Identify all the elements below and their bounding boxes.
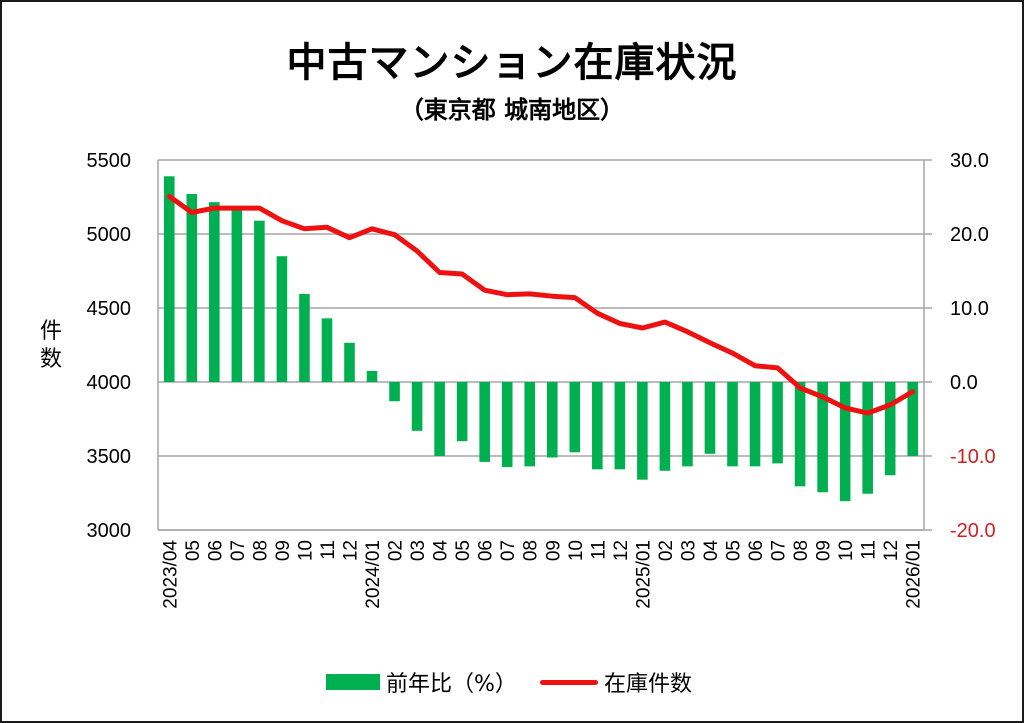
y-right-tick-labels: -20.0 -10.0 0.0 10.0 20.0 30.0 [950, 150, 996, 542]
bar [592, 382, 603, 470]
bar [186, 194, 198, 382]
bar [682, 382, 693, 467]
x-tick-label: 12 [881, 540, 902, 561]
bar [411, 382, 423, 431]
x-tick-label: 05 [453, 540, 474, 561]
bar [727, 382, 738, 467]
y-left-tick-label: 3500 [87, 446, 132, 468]
bar [817, 382, 828, 493]
bar [276, 256, 288, 382]
bar [524, 382, 536, 467]
legend-item-line: 在庫件数 [540, 666, 692, 698]
x-tick-label: 02 [656, 540, 677, 561]
bar [862, 382, 873, 494]
bar [569, 382, 581, 453]
y-left-tick-label: 3000 [87, 520, 132, 542]
y-right-tick-label: 20.0 [950, 224, 989, 246]
chart-title: 中古マンション在庫状況 [286, 40, 738, 86]
bar [546, 382, 558, 458]
x-tick-label: 11 [588, 540, 609, 560]
bar [749, 382, 761, 467]
bar [231, 210, 243, 382]
y-right-tick-label: 10.0 [950, 298, 989, 320]
x-tick-label: 08 [791, 540, 812, 561]
inventory-line [166, 193, 916, 416]
bar [704, 382, 716, 454]
x-tick-label: 02 [386, 540, 407, 561]
bar [434, 382, 445, 456]
x-tick-label: 10 [566, 540, 587, 561]
x-tick-labels: 2023/04 05 06 07 08 09 10 11 12 2024/01 02 03 04 05 06… [160, 540, 924, 609]
x-tick-label: 08 [250, 540, 271, 561]
bar [501, 382, 513, 468]
bar [344, 342, 355, 382]
legend-bar-swatch [326, 674, 380, 690]
x-tick-label: 04 [431, 540, 452, 562]
x-tick-label: 10 [295, 540, 316, 561]
bar [456, 382, 468, 442]
y-left-tick-label: 4000 [87, 372, 132, 394]
x-tick-label: 10 [836, 540, 857, 561]
y-axis-left-label: 件数 [39, 319, 62, 372]
x-tick-label: 05 [183, 540, 204, 561]
x-tick-label: 07 [769, 540, 790, 561]
x-tick-label: 07 [498, 540, 519, 561]
x-tick-label: 03 [678, 540, 699, 561]
y-left-tick-label: 4500 [87, 298, 132, 320]
bar [794, 382, 806, 487]
x-tick-label: 09 [273, 540, 294, 561]
x-tick-label: 05 [724, 540, 745, 561]
x-tick-label: 06 [205, 540, 226, 561]
bar [163, 176, 175, 382]
bar [637, 382, 648, 480]
x-tick-label: 2023/04 [160, 540, 181, 609]
y-left-tick-labels: 3000 3500 4000 4500 5000 5500 [87, 150, 132, 542]
bar [254, 220, 265, 382]
x-tick-label: 12 [341, 540, 362, 561]
x-tick-label: 08 [521, 540, 542, 561]
bar [389, 382, 400, 402]
legend-bar-label: 前年比（%） [386, 672, 517, 697]
bar [839, 382, 851, 502]
bar [479, 382, 490, 462]
bar [299, 293, 310, 382]
y-left-tick-label: 5500 [87, 150, 132, 172]
chart-subtitle: （東京都 城南地区） [399, 96, 625, 124]
line-series [166, 193, 916, 416]
x-tick-label: 2025/01 [633, 540, 654, 609]
bar [614, 382, 626, 470]
legend-item-bar: 前年比（%） [326, 666, 517, 698]
bar [659, 382, 671, 471]
bar [366, 370, 378, 382]
axes [157, 159, 932, 531]
bar-series [163, 176, 919, 502]
bar [209, 202, 220, 382]
y-right-tick-label: -20.0 [950, 520, 996, 542]
bar [772, 382, 783, 464]
bar [907, 382, 919, 456]
x-tick-label: 2024/01 [363, 540, 384, 609]
x-tick-label: 09 [543, 540, 564, 561]
x-tick-label: 07 [228, 540, 249, 561]
x-tick-label: 06 [476, 540, 497, 561]
x-tick-label: 06 [746, 540, 767, 561]
x-tick-label: 12 [611, 540, 632, 561]
y-right-tick-label: -10.0 [950, 446, 996, 468]
y-right-tick-label: 30.0 [950, 150, 989, 172]
bar [884, 382, 896, 476]
legend-line-label: 在庫件数 [604, 672, 693, 697]
x-tick-label: 11 [318, 540, 339, 560]
x-tick-label: 03 [408, 540, 429, 561]
x-tick-label: 2026/01 [904, 540, 925, 609]
legend: 前年比（%） 在庫件数 [0, 666, 1024, 698]
bar [321, 318, 333, 382]
y-left-tick-label: 5000 [87, 224, 132, 246]
x-tick-label: 11 [859, 540, 880, 560]
y-right-tick-label: 0.0 [950, 372, 978, 394]
x-tick-label: 09 [814, 540, 835, 561]
x-tick-label: 04 [701, 540, 722, 562]
legend-line-swatch [540, 679, 598, 685]
